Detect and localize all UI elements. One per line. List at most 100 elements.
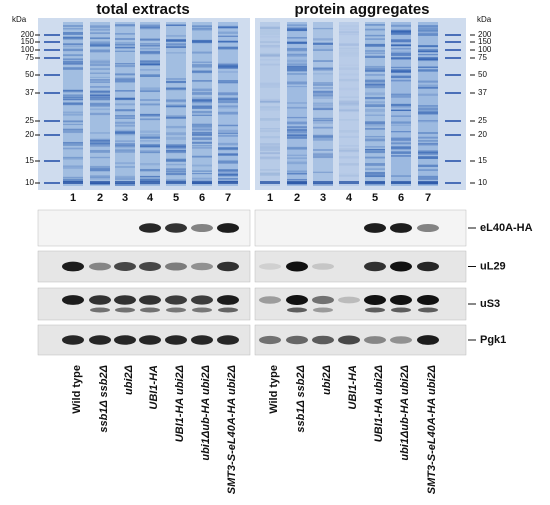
protein-band [192, 102, 212, 104]
protein-band [287, 126, 307, 129]
protein-band [313, 126, 333, 128]
protein-band [63, 102, 83, 104]
protein-band [90, 72, 110, 74]
marker-band [44, 34, 60, 36]
protein-band [166, 115, 186, 117]
protein-band [90, 59, 110, 62]
protein-band [166, 159, 186, 162]
protein-band [260, 118, 280, 120]
protein-band [391, 146, 411, 150]
marker-label: 50 [478, 70, 487, 79]
lane-number: 6 [398, 192, 404, 204]
protein-band [365, 150, 385, 154]
protein-band [218, 178, 238, 180]
protein-band [418, 143, 438, 146]
protein-band [63, 97, 83, 100]
dye-front [90, 181, 110, 184]
protein-band [63, 123, 83, 126]
protein-band [63, 143, 83, 146]
protein-band [115, 144, 135, 148]
protein-band [365, 114, 385, 116]
blot-band [312, 263, 334, 270]
protein-band [63, 129, 83, 131]
protein-band [218, 65, 238, 69]
protein-band [63, 156, 83, 160]
protein-band [391, 109, 411, 112]
lane [218, 22, 238, 186]
protein-band [166, 43, 186, 45]
protein-band [140, 24, 160, 28]
protein-band [365, 183, 385, 186]
protein-band [287, 121, 307, 125]
protein-band [63, 96, 83, 98]
protein-band [391, 44, 411, 47]
protein-band [339, 52, 359, 55]
protein-band [365, 69, 385, 72]
protein-band [192, 146, 212, 149]
protein-band [192, 88, 212, 92]
protein-band [418, 120, 438, 123]
protein-band [339, 108, 359, 111]
protein-band [287, 28, 307, 31]
protein-band [391, 137, 411, 139]
protein-band [63, 37, 83, 39]
lane-number: 6 [199, 192, 205, 204]
protein-band [90, 25, 110, 28]
protein-band [218, 147, 238, 150]
protein-band [287, 130, 307, 134]
protein-band [192, 40, 212, 44]
protein-band [339, 97, 359, 98]
protein-band [166, 39, 186, 43]
protein-band [115, 129, 135, 132]
protein-band [140, 151, 160, 154]
protein-band [90, 86, 110, 88]
protein-band [365, 79, 385, 83]
protein-band [115, 145, 135, 147]
protein-band [115, 43, 135, 46]
blot-band [338, 296, 360, 304]
protein-band [391, 142, 411, 145]
protein-band [418, 51, 438, 53]
protein-band [287, 27, 307, 31]
blot-band [259, 335, 281, 345]
protein-band [260, 27, 280, 29]
protein-band [192, 110, 212, 114]
marker-band [445, 49, 461, 51]
protein-band [313, 90, 333, 94]
protein-band [365, 123, 385, 127]
protein-band [63, 61, 83, 65]
protein-band [313, 155, 333, 159]
protein-band [140, 118, 160, 121]
lane-number: 5 [173, 192, 179, 204]
protein-band [90, 37, 110, 40]
marker-band [445, 182, 461, 184]
protein-band [166, 144, 186, 146]
lane [365, 22, 385, 186]
protein-band [218, 105, 238, 107]
protein-band [365, 172, 385, 175]
protein-band [418, 156, 438, 159]
protein-band [365, 52, 385, 55]
protein-band [115, 62, 135, 65]
protein-band [63, 111, 83, 114]
marker-band [445, 160, 461, 162]
marker-label: 100 [478, 45, 492, 54]
blot-band [165, 295, 187, 305]
protein-band [90, 76, 110, 78]
protein-band [287, 129, 307, 132]
protein-band [90, 44, 110, 47]
protein-band [260, 152, 280, 155]
blot-band [90, 307, 110, 313]
protein-band [192, 155, 212, 158]
protein-band [140, 62, 160, 65]
marker-label: 75 [478, 53, 487, 62]
protein-band [63, 60, 83, 63]
protein-band [313, 134, 333, 138]
protein-band [418, 45, 438, 47]
protein-band [339, 31, 359, 34]
marker-label: 50 [25, 70, 34, 79]
blot-band [114, 335, 136, 345]
protein-band [391, 32, 411, 35]
blot-label: uL29 [480, 260, 506, 272]
protein-band [115, 117, 135, 119]
